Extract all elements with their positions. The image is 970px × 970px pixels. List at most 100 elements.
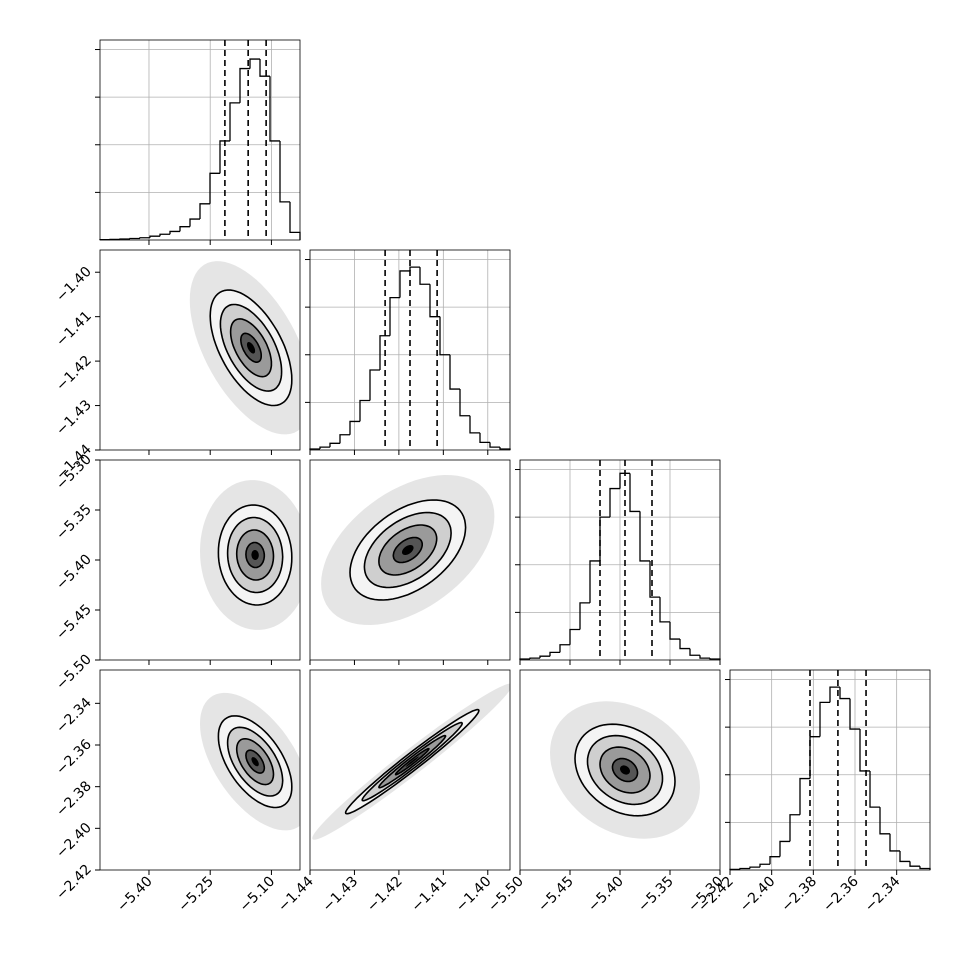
histogram-step <box>889 833 900 852</box>
y-tick-label: −1.41 <box>53 308 95 350</box>
histogram-step <box>909 861 920 867</box>
histogram-step <box>589 560 600 603</box>
histogram-step <box>289 201 301 240</box>
y-tick-label: −2.40 <box>53 820 95 862</box>
histogram-step <box>359 399 370 422</box>
x-tick-label: −2.38 <box>779 874 821 916</box>
contour <box>363 511 452 589</box>
x-tick-label: −1.41 <box>409 874 451 916</box>
contour <box>209 289 293 407</box>
contour <box>219 303 283 392</box>
histogram-step <box>489 442 500 448</box>
histogram-step <box>799 777 810 815</box>
histogram-step <box>769 856 780 865</box>
contour <box>574 723 676 817</box>
histogram-step <box>649 560 660 598</box>
histogram-step <box>189 218 200 227</box>
histogram-step <box>629 473 640 513</box>
y-tick-label: −5.40 <box>53 552 95 594</box>
histogram-step <box>329 442 340 448</box>
histogram-step <box>639 511 650 562</box>
contour <box>217 715 293 809</box>
histogram-step <box>379 335 390 370</box>
pair-panel <box>312 683 510 840</box>
histogram-step <box>689 648 700 656</box>
y-tick-label: −5.50 <box>53 652 95 694</box>
histogram-step <box>319 446 330 450</box>
histogram-step <box>469 415 480 434</box>
contour <box>226 516 284 594</box>
x-tick-label: −5.10 <box>237 874 279 916</box>
histogram-step <box>839 687 850 700</box>
x-tick-label: −2.34 <box>862 873 904 915</box>
histogram-step <box>169 230 180 235</box>
histogram-step <box>809 736 820 779</box>
histogram-step <box>879 807 890 835</box>
y-tick-label: −1.40 <box>53 264 95 306</box>
density-peak <box>620 765 630 775</box>
histogram-step <box>579 602 590 630</box>
y-tick-label: −2.36 <box>53 736 95 778</box>
histogram-step <box>349 420 360 435</box>
histogram-step <box>179 226 190 232</box>
contour <box>245 749 266 774</box>
contour <box>235 529 275 581</box>
x-tick-label: −1.43 <box>320 874 362 916</box>
contour <box>226 726 284 797</box>
x-tick-label: −5.35 <box>635 874 677 916</box>
contour <box>239 332 262 363</box>
histogram-step <box>149 235 160 238</box>
histogram-step <box>669 621 680 640</box>
histogram-step <box>749 866 760 869</box>
panel-frame <box>729 669 931 871</box>
x-tick-label: −1.42 <box>364 874 406 916</box>
contour <box>394 747 430 776</box>
histogram-step <box>759 863 770 868</box>
x-tick-label: −1.40 <box>453 874 495 916</box>
histogram-step <box>249 58 260 69</box>
histogram-step <box>459 389 470 417</box>
density-peak <box>402 545 414 555</box>
y-tick-label: −2.38 <box>53 778 95 820</box>
histogram-step <box>609 487 620 518</box>
x-tick-label: −5.40 <box>585 874 627 916</box>
y-tick-label: −2.42 <box>53 862 95 904</box>
histogram-step <box>439 316 450 356</box>
x-tick-label: −1.44 <box>275 873 317 915</box>
contour <box>586 734 664 806</box>
histogram-step <box>429 284 440 318</box>
contour <box>229 318 273 378</box>
contour <box>361 721 464 802</box>
histogram-step <box>819 701 830 737</box>
histogram-step <box>599 516 610 561</box>
x-tick-label: −2.40 <box>737 874 779 916</box>
histogram-step <box>419 267 430 285</box>
contour <box>235 738 275 786</box>
pair-panel <box>200 480 300 630</box>
contour <box>349 499 467 601</box>
contour <box>611 757 639 783</box>
x-tick-label: −5.45 <box>535 874 577 916</box>
histogram-step <box>679 639 690 650</box>
y-tick-label: −5.45 <box>53 602 95 644</box>
histogram-step <box>409 266 420 271</box>
histogram-step <box>789 814 800 842</box>
histogram-step <box>159 233 170 237</box>
histogram-step <box>559 644 570 653</box>
contour <box>378 524 438 576</box>
histogram-step <box>869 770 880 808</box>
histogram-step <box>919 866 931 870</box>
pair-panel <box>550 701 700 839</box>
histogram-step <box>899 850 910 863</box>
histogram-step <box>369 369 380 401</box>
panel-frame <box>309 249 511 451</box>
contour <box>392 536 423 564</box>
x-tick-label: −2.36 <box>820 873 862 915</box>
histogram-step <box>569 628 580 645</box>
x-tick-label: −5.50 <box>485 874 527 916</box>
density-peak <box>405 756 419 767</box>
density-peak <box>251 757 259 767</box>
histogram-step <box>499 447 511 450</box>
